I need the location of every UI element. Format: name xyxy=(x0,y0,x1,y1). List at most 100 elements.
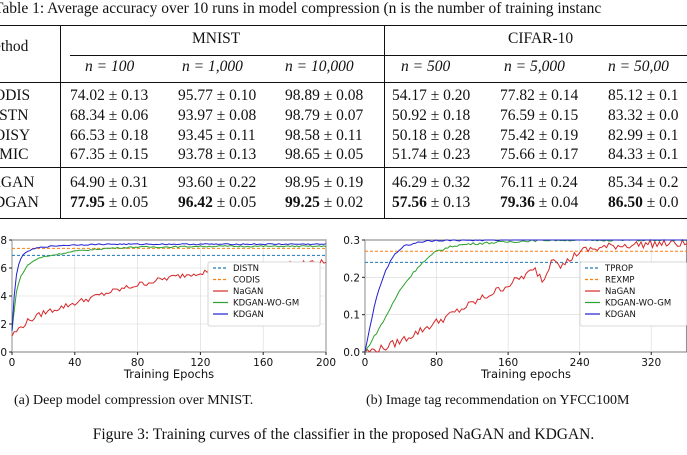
sub-header: n = 10,000 xyxy=(285,58,354,75)
series-line xyxy=(11,243,327,331)
cell: 57.56 ± 0.13 xyxy=(392,194,470,212)
header-rule xyxy=(0,82,687,83)
cell: 74.02 ± 0.13 xyxy=(70,87,149,104)
series-line xyxy=(364,238,687,353)
x-tick-label: 0 xyxy=(362,357,369,369)
y-tick-label: 6 xyxy=(0,263,7,275)
chart-a: 0 40 80 120 160 200 0 2 4 6 8 Training Epochs DISTN C… xyxy=(0,235,336,381)
figure-caption: Figure 3: Training curves of the classif… xyxy=(92,426,595,443)
x-tick-label: 240 xyxy=(570,357,590,369)
y-tick-label: 0.3 xyxy=(343,235,360,247)
cell: 54.17 ± 0.20 xyxy=(392,87,471,104)
group-header-mnist: MNIST xyxy=(192,30,241,47)
series-line xyxy=(364,239,687,352)
x-tick-label: 80 xyxy=(131,357,144,369)
cell: 50.18 ± 0.28 xyxy=(392,127,471,144)
cell: 95.77 ± 0.10 xyxy=(178,87,257,104)
cell: 93.78 ± 0.13 xyxy=(178,146,257,163)
row-label: DGAN xyxy=(0,194,39,211)
y-tick-label: 8 xyxy=(0,235,7,247)
value-rest: ± 0.05 xyxy=(212,194,257,211)
group-rule xyxy=(70,55,687,56)
y-tick-label: 4 xyxy=(0,291,7,303)
cell: 83.32 ± 0.0 xyxy=(608,107,679,124)
cell: 86.50 ± 0.0 xyxy=(608,194,679,212)
table-caption: Table 1: Average accuracy over 10 runs i… xyxy=(0,0,602,17)
cell: 98.95 ± 0.19 xyxy=(285,174,364,191)
cell: 85.12 ± 0.1 xyxy=(608,87,679,104)
cell: 76.11 ± 0.24 xyxy=(500,174,578,191)
row-label: ISTN xyxy=(0,107,29,124)
x-tick-label: 320 xyxy=(641,357,661,369)
x-tick-label: 80 xyxy=(430,357,443,369)
x-tick-label: 120 xyxy=(190,357,210,369)
legend-label: NaGAN xyxy=(233,287,263,297)
row-label: aGAN xyxy=(0,174,35,191)
x-tick-label: 0 xyxy=(9,357,16,369)
cell: 50.92 ± 0.18 xyxy=(392,107,471,124)
cell: 67.35 ± 0.15 xyxy=(70,146,149,163)
cell: 99.25 ± 0.02 xyxy=(285,194,363,212)
legend-label: DISTN xyxy=(233,264,259,274)
x-axis-label: Training epochs xyxy=(480,367,571,381)
sub-header: n = 5,000 xyxy=(504,58,565,75)
table-top-rule xyxy=(0,25,687,26)
cell: 75.66 ± 0.17 xyxy=(500,146,579,163)
cell: 46.29 ± 0.32 xyxy=(392,174,471,191)
legend-label: TPROP xyxy=(604,264,633,274)
bold-value: 77.95 xyxy=(70,194,105,211)
x-tick-label: 200 xyxy=(316,357,336,369)
row-label: OISY xyxy=(0,127,31,144)
group-divider xyxy=(384,25,385,218)
cell: 93.97 ± 0.08 xyxy=(178,107,257,124)
cell: 66.53 ± 0.18 xyxy=(70,127,149,144)
legend-label: KDGAN xyxy=(233,310,264,320)
cell: 98.89 ± 0.08 xyxy=(285,87,364,104)
cell: 76.59 ± 0.15 xyxy=(500,107,579,124)
cell: 93.45 ± 0.11 xyxy=(178,127,256,144)
cell: 98.79 ± 0.07 xyxy=(285,107,364,124)
cell: 77.82 ± 0.14 xyxy=(500,87,579,104)
group-header-cifar: CIFAR-10 xyxy=(508,30,574,47)
bold-value: 57.56 xyxy=(392,194,427,211)
sub-header: n = 50,00 xyxy=(608,58,669,75)
value-rest: ± 0.05 xyxy=(104,194,149,211)
cell: 82.99 ± 0.1 xyxy=(608,127,679,144)
legend-label: CODIS xyxy=(233,276,260,286)
cell: 68.34 ± 0.06 xyxy=(70,107,149,124)
row-label: ODIS xyxy=(0,87,31,104)
cell: 79.36 ± 0.04 xyxy=(500,194,578,212)
subfigure-caption-b: (b) Image tag recommendation on YFCC100M xyxy=(366,393,630,408)
cell: 51.74 ± 0.23 xyxy=(392,146,471,163)
value-rest: ± 0.0 xyxy=(642,194,679,211)
bold-value: 96.42 xyxy=(178,194,213,211)
value-rest: ± 0.02 xyxy=(319,194,364,211)
table-bottom-rule xyxy=(0,218,687,219)
cell: 75.42 ± 0.19 xyxy=(500,127,579,144)
series-line xyxy=(11,245,327,331)
cell: 85.34 ± 0.2 xyxy=(608,174,679,191)
cell: 96.42 ± 0.05 xyxy=(178,194,256,212)
legend-label: KDGAN xyxy=(605,310,636,320)
cell: 98.58 ± 0.11 xyxy=(285,127,363,144)
x-axis-label: Training Epochs xyxy=(123,367,214,381)
cell: 98.65 ± 0.05 xyxy=(285,146,364,163)
row-label: IMIC xyxy=(0,146,29,163)
legend-label: KDGAN-WO-GM xyxy=(233,299,299,309)
y-tick-label: 0 xyxy=(0,347,7,359)
legend-box xyxy=(207,261,321,327)
value-rest: ± 0.04 xyxy=(534,194,579,211)
value-rest: ± 0.13 xyxy=(426,194,471,211)
y-tick-label: 0.1 xyxy=(343,310,360,322)
cell: 84.33 ± 0.1 xyxy=(608,146,679,163)
legend-label: KDGAN-WO-GM xyxy=(605,299,671,309)
legend-box xyxy=(579,261,687,327)
cell: 93.60 ± 0.22 xyxy=(178,174,257,191)
sub-header: n = 100 xyxy=(85,58,135,75)
sub-header: n = 1,000 xyxy=(182,58,243,75)
method-header: ethod xyxy=(0,38,29,55)
cell: 77.95 ± 0.05 xyxy=(70,194,148,212)
x-tick-label: 40 xyxy=(68,357,81,369)
bold-value: 99.25 xyxy=(285,194,320,211)
